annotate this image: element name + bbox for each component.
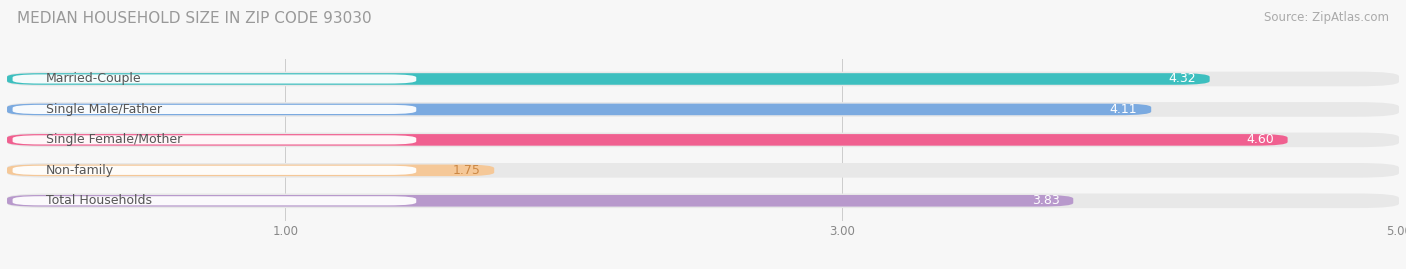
Text: Single Male/Father: Single Male/Father: [46, 103, 162, 116]
FancyBboxPatch shape: [7, 72, 1399, 86]
Text: 4.60: 4.60: [1246, 133, 1274, 146]
FancyBboxPatch shape: [13, 75, 416, 84]
Text: MEDIAN HOUSEHOLD SIZE IN ZIP CODE 93030: MEDIAN HOUSEHOLD SIZE IN ZIP CODE 93030: [17, 11, 371, 26]
Text: 4.32: 4.32: [1168, 72, 1195, 86]
FancyBboxPatch shape: [7, 73, 1209, 85]
FancyBboxPatch shape: [13, 166, 416, 175]
FancyBboxPatch shape: [7, 133, 1399, 147]
FancyBboxPatch shape: [7, 165, 495, 176]
Text: Source: ZipAtlas.com: Source: ZipAtlas.com: [1264, 11, 1389, 24]
FancyBboxPatch shape: [7, 104, 1152, 115]
FancyBboxPatch shape: [13, 105, 416, 114]
FancyBboxPatch shape: [13, 135, 416, 144]
FancyBboxPatch shape: [13, 196, 416, 205]
Text: Married-Couple: Married-Couple: [46, 72, 142, 86]
FancyBboxPatch shape: [7, 102, 1399, 117]
Text: 4.11: 4.11: [1109, 103, 1137, 116]
Text: 1.75: 1.75: [453, 164, 481, 177]
Text: Non-family: Non-family: [46, 164, 114, 177]
FancyBboxPatch shape: [7, 195, 1073, 207]
FancyBboxPatch shape: [7, 193, 1399, 208]
Text: Single Female/Mother: Single Female/Mother: [46, 133, 183, 146]
Text: 3.83: 3.83: [1032, 194, 1059, 207]
FancyBboxPatch shape: [7, 163, 1399, 178]
FancyBboxPatch shape: [7, 134, 1288, 146]
Text: Total Households: Total Households: [46, 194, 152, 207]
